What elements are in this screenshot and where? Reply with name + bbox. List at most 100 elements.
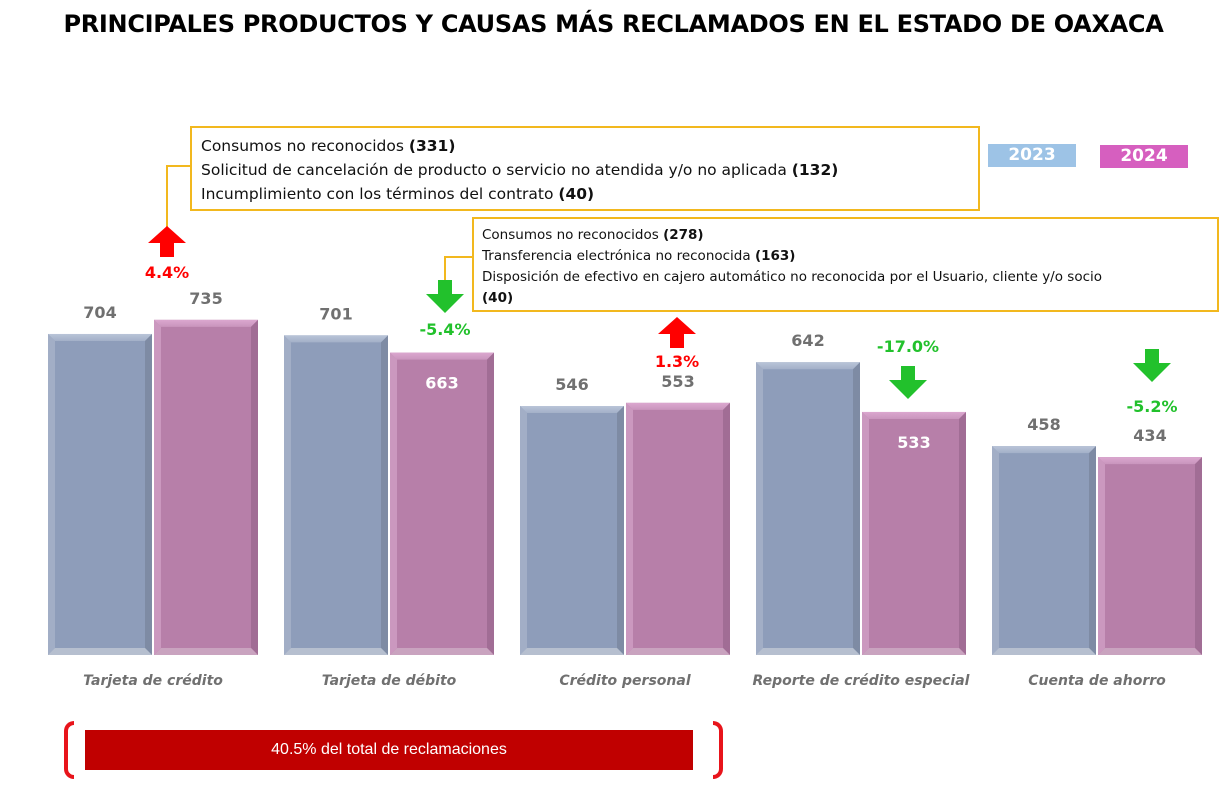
bar-bevel-bottom (154, 648, 258, 655)
value-label-2023-2: 546 (555, 375, 588, 394)
value-label-2023-1: 701 (319, 304, 352, 323)
cause-line: Disposición de efectivo en cajero automá… (482, 267, 1209, 288)
value-label-2024-2: 553 (661, 372, 694, 391)
legend-2024: 2024 (1100, 145, 1188, 168)
bar-body (1098, 457, 1202, 655)
bar-bevel-top (862, 411, 966, 419)
change-label-4: -5.2% (1126, 397, 1177, 416)
legend-2023: 2023 (988, 144, 1076, 167)
cause-text: Incumplimiento con los términos del cont… (201, 185, 559, 203)
bar-bevel-left (520, 406, 527, 655)
bar-2024-0 (154, 319, 258, 655)
cause-count: (132) (791, 161, 839, 179)
category-label-4: Cuenta de ahorro (1028, 673, 1166, 689)
cause-count: (278) (663, 227, 704, 243)
bar-body (284, 335, 388, 655)
bar-2023-4 (992, 446, 1096, 655)
bar-2024-4 (1098, 457, 1202, 655)
chart-title: PRINCIPALES PRODUCTOS Y CAUSAS MÁS RECLA… (63, 10, 1164, 38)
arrow-down-icon (1133, 349, 1171, 382)
cause-count: (40) (558, 185, 595, 203)
callout-1-connector-vertical (166, 165, 168, 227)
bar-bevel-top (1098, 457, 1202, 465)
bar-bevel-bottom (48, 648, 152, 655)
bar-bevel-left (284, 335, 291, 655)
bar-body (48, 333, 152, 655)
cause-text: Solicitud de cancelación de producto o s… (201, 161, 792, 179)
cause-count: (331) (408, 137, 456, 155)
bar-body (992, 446, 1096, 655)
bar-bevel-top (48, 333, 152, 341)
bar-bevel-right (487, 352, 494, 655)
change-label-3: -17.0% (877, 337, 939, 356)
bar-body (520, 406, 624, 655)
value-label-2023-4: 458 (1027, 415, 1060, 434)
callout-tarjeta-credito-causes: Consumos no reconocidos (331) Solicitud … (190, 126, 980, 211)
bar-2024-1 (390, 352, 494, 655)
callout-tarjeta-debito-causes: Consumos no reconocidos (278) Transferen… (472, 217, 1219, 312)
arrow-down-icon (889, 366, 927, 399)
bar-bevel-right (959, 411, 966, 655)
bar-bevel-right (723, 402, 730, 655)
bar-bevel-bottom (1098, 648, 1202, 655)
category-label-1: Tarjeta de débito (322, 673, 457, 689)
cause-line: Transferencia electrónica no reconocida … (482, 246, 1209, 267)
bar-body (756, 362, 860, 655)
callout-2-connector-vertical (444, 256, 446, 282)
arrow-up-icon (658, 317, 696, 348)
bar-bevel-left (154, 319, 161, 655)
cause-line: Solicitud de cancelación de producto o s… (201, 158, 969, 182)
bar-bevel-left (862, 411, 869, 655)
value-label-2024-3: 533 (897, 433, 930, 452)
arrow-up-icon (148, 226, 186, 257)
value-label-2024-4: 434 (1133, 426, 1166, 445)
cause-count: (163) (754, 248, 796, 264)
cause-text: Disposición de efectivo en cajero automá… (482, 269, 1103, 285)
bar-2024-2 (626, 402, 730, 655)
bar-bevel-top (626, 402, 730, 410)
summary-banner: 40.5% del total de reclamaciones (85, 730, 693, 770)
bar-bevel-left (48, 333, 55, 655)
bar-bevel-left (756, 362, 763, 655)
bracket-left (64, 721, 74, 779)
value-label-2024-0: 735 (189, 289, 222, 308)
bar-bevel-bottom (284, 648, 388, 655)
category-label-0: Tarjeta de crédito (83, 673, 223, 689)
value-label-2023-0: 704 (83, 303, 116, 322)
bar-body (390, 352, 494, 655)
bar-bevel-left (992, 446, 999, 655)
bar-bevel-top (154, 319, 258, 327)
bar-bevel-left (626, 402, 633, 655)
bar-bevel-top (520, 406, 624, 414)
value-label-2023-3: 642 (791, 331, 824, 350)
cause-text: Consumos no reconocidos (482, 227, 664, 243)
bar-bevel-right (145, 333, 152, 655)
bar-2023-2 (520, 406, 624, 655)
bracket-right (713, 721, 723, 779)
bar-2023-0 (48, 333, 152, 655)
cause-line: (40) (482, 288, 1209, 309)
bar-bevel-bottom (992, 648, 1096, 655)
bar-body (154, 319, 258, 655)
bar-bevel-top (992, 446, 1096, 454)
change-label-1: -5.4% (419, 320, 470, 339)
callout-1-connector-horizontal (166, 165, 191, 167)
bar-bevel-bottom (520, 648, 624, 655)
bar-bevel-right (1195, 457, 1202, 655)
bar-2023-3 (756, 362, 860, 655)
change-label-0: 4.4% (145, 263, 189, 282)
bar-bevel-bottom (390, 648, 494, 655)
change-label-2: 1.3% (655, 352, 699, 371)
bar-2023-1 (284, 335, 388, 655)
callout-2-connector-horizontal (444, 256, 473, 258)
bar-bevel-top (284, 335, 388, 343)
bar-bevel-right (381, 335, 388, 655)
bar-bevel-right (1089, 446, 1096, 655)
cause-text: Transferencia electrónica no reconocida (482, 248, 755, 264)
bar-bevel-left (390, 352, 397, 655)
cause-line: Incumplimiento con los términos del cont… (201, 182, 969, 206)
category-label-2: Crédito personal (559, 673, 690, 689)
bar-bevel-bottom (862, 648, 966, 655)
cause-line: Consumos no reconocidos (331) (201, 134, 969, 158)
